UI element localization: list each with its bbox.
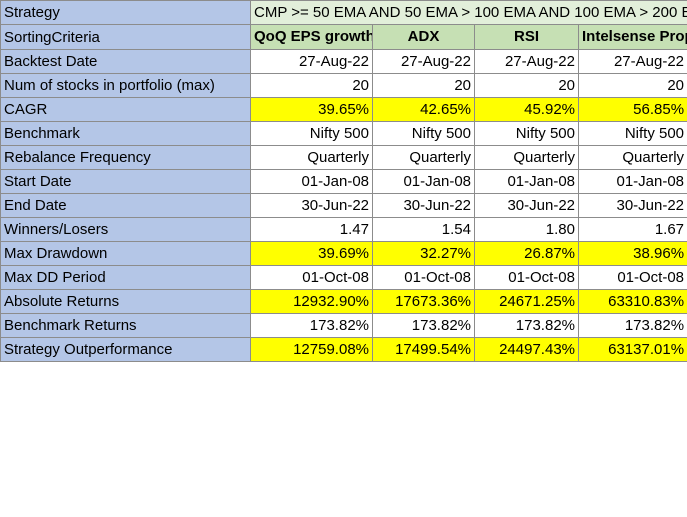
cell-max-dd-period-intelsense[interactable]: 01-Oct-08 [577, 265, 687, 290]
strategy-label-cell[interactable]: Strategy [0, 0, 251, 25]
criteria-intelsense-cell[interactable]: Intelsense Proprietary Parameter [577, 24, 687, 50]
metric-row-benchmark: Benchmark Nifty 500 Nifty 500 Nifty 500 Nift… [0, 121, 687, 146]
cell-cagr-intelsense[interactable]: 56.85% [577, 97, 687, 122]
metric-row-cagr: CAGR 39.65% 42.65% 45.92% 56.85% [0, 97, 687, 122]
cell-start-date-qoq-eps-growth[interactable]: 01-Jan-08 [250, 169, 373, 194]
cell-cagr-qoq-eps-growth[interactable]: 39.65% [250, 97, 373, 122]
cell-benchmark-returns-adx[interactable]: 173.82% [372, 313, 475, 338]
metric-row-benchmark-returns: Benchmark Returns 173.82% 173.82% 173.82% 17… [0, 313, 687, 338]
cell-winners-losers-rsi[interactable]: 1.80 [474, 217, 579, 242]
cell-max-drawdown-intelsense[interactable]: 38.96% [577, 241, 687, 266]
cell-benchmark-intelsense[interactable]: Nifty 500 [577, 121, 687, 146]
cell-absolute-returns-intelsense[interactable]: 63310.83% [577, 289, 687, 314]
cell-num-of-stocks-in-portfolio-max-rsi[interactable]: 20 [474, 73, 579, 98]
metric-row-start-date: Start Date 01-Jan-08 01-Jan-08 01-Jan-08 01-… [0, 169, 687, 194]
row-label-absolute-returns[interactable]: Absolute Returns [0, 289, 251, 314]
metric-row-rebalance-frequency: Rebalance Frequency Quarterly Quarterly Qua… [0, 145, 687, 170]
cell-winners-losers-qoq-eps-growth[interactable]: 1.47 [250, 217, 373, 242]
criteria-rsi-cell[interactable]: RSI [474, 24, 579, 50]
cell-rebalance-frequency-adx[interactable]: Quarterly [372, 145, 475, 170]
cell-rebalance-frequency-qoq-eps-growth[interactable]: Quarterly [250, 145, 373, 170]
cell-benchmark-qoq-eps-growth[interactable]: Nifty 500 [250, 121, 373, 146]
strategy-row: Strategy CMP >= 50 EMA AND 50 EMA > 100 … [0, 0, 687, 25]
cell-num-of-stocks-in-portfolio-max-adx[interactable]: 20 [372, 73, 475, 98]
cell-max-dd-period-rsi[interactable]: 01-Oct-08 [474, 265, 579, 290]
cell-start-date-rsi[interactable]: 01-Jan-08 [474, 169, 579, 194]
metric-row-max-dd-period: Max DD Period 01-Oct-08 01-Oct-08 01-Oct-08… [0, 265, 687, 290]
cell-backtest-date-rsi[interactable]: 27-Aug-22 [474, 49, 579, 74]
cell-strategy-outperformance-intelsense[interactable]: 63137.01% [577, 337, 687, 362]
cell-benchmark-rsi[interactable]: Nifty 500 [474, 121, 579, 146]
cell-max-dd-period-adx[interactable]: 01-Oct-08 [372, 265, 475, 290]
metric-row-strategy-outperformance: Strategy Outperformance 12759.08% 17499.54… [0, 337, 687, 362]
metric-row-backtest-date: Backtest Date 27-Aug-22 27-Aug-22 27-Aug-22… [0, 49, 687, 74]
cell-end-date-adx[interactable]: 30-Jun-22 [372, 193, 475, 218]
row-label-benchmark[interactable]: Benchmark [0, 121, 251, 146]
cell-benchmark-returns-qoq-eps-growth[interactable]: 173.82% [250, 313, 373, 338]
cell-backtest-date-qoq-eps-growth[interactable]: 27-Aug-22 [250, 49, 373, 74]
cell-strategy-outperformance-adx[interactable]: 17499.54% [372, 337, 475, 362]
strategy-value-cell[interactable]: CMP >= 50 EMA AND 50 EMA > 100 EMA AND 1… [249, 0, 687, 25]
cell-backtest-date-intelsense[interactable]: 27-Aug-22 [577, 49, 687, 74]
criteria-qoq-eps-growth-cell[interactable]: QoQ EPS growth [250, 24, 373, 50]
cell-max-drawdown-rsi[interactable]: 26.87% [474, 241, 579, 266]
cell-max-drawdown-adx[interactable]: 32.27% [372, 241, 475, 266]
row-label-num-of-stocks-in-portfolio-max[interactable]: Num of stocks in portfolio (max) [0, 73, 251, 98]
cell-benchmark-returns-rsi[interactable]: 173.82% [474, 313, 579, 338]
row-label-max-drawdown[interactable]: Max Drawdown [0, 241, 251, 266]
cell-benchmark-returns-intelsense[interactable]: 173.82% [577, 313, 687, 338]
cell-absolute-returns-adx[interactable]: 17673.36% [372, 289, 475, 314]
cell-backtest-date-adx[interactable]: 27-Aug-22 [372, 49, 475, 74]
cell-rebalance-frequency-intelsense[interactable]: Quarterly [577, 145, 687, 170]
cell-strategy-outperformance-rsi[interactable]: 24497.43% [474, 337, 579, 362]
row-label-winners-losers[interactable]: Winners/Losers [0, 217, 251, 242]
criteria-adx-cell[interactable]: ADX [372, 24, 475, 50]
sorting-criteria-label-cell[interactable]: SortingCriteria [0, 24, 251, 50]
strategy-backtest-table: Strategy CMP >= 50 EMA AND 50 EMA > 100 … [0, 0, 687, 362]
table-body: Strategy CMP >= 50 EMA AND 50 EMA > 100 … [0, 0, 687, 362]
metric-row-absolute-returns: Absolute Returns 12932.90% 17673.36% 24671.… [0, 289, 687, 314]
cell-start-date-adx[interactable]: 01-Jan-08 [372, 169, 475, 194]
cell-strategy-outperformance-qoq-eps-growth[interactable]: 12759.08% [250, 337, 373, 362]
metric-row-max-drawdown: Max Drawdown 39.69% 32.27% 26.87% 38.96% [0, 241, 687, 266]
row-label-cagr[interactable]: CAGR [0, 97, 251, 122]
row-label-backtest-date[interactable]: Backtest Date [0, 49, 251, 74]
metric-row-winners-losers: Winners/Losers 1.47 1.54 1.80 1.67 [0, 217, 687, 242]
metric-row-end-date: End Date 30-Jun-22 30-Jun-22 30-Jun-22 30-Ju… [0, 193, 687, 218]
cell-num-of-stocks-in-portfolio-max-intelsense[interactable]: 20 [577, 73, 687, 98]
cell-absolute-returns-rsi[interactable]: 24671.25% [474, 289, 579, 314]
cell-benchmark-adx[interactable]: Nifty 500 [372, 121, 475, 146]
cell-max-dd-period-qoq-eps-growth[interactable]: 01-Oct-08 [250, 265, 373, 290]
row-label-rebalance-frequency[interactable]: Rebalance Frequency [0, 145, 251, 170]
cell-end-date-rsi[interactable]: 30-Jun-22 [474, 193, 579, 218]
metric-row-num-of-stocks-in-portfolio-max: Num of stocks in portfolio (max) 20 20 20 20 [0, 73, 687, 98]
row-label-max-dd-period[interactable]: Max DD Period [0, 265, 251, 290]
cell-rebalance-frequency-rsi[interactable]: Quarterly [474, 145, 579, 170]
row-label-strategy-outperformance[interactable]: Strategy Outperformance [0, 337, 251, 362]
cell-winners-losers-intelsense[interactable]: 1.67 [577, 217, 687, 242]
cell-end-date-intelsense[interactable]: 30-Jun-22 [577, 193, 687, 218]
cell-start-date-intelsense[interactable]: 01-Jan-08 [577, 169, 687, 194]
row-label-benchmark-returns[interactable]: Benchmark Returns [0, 313, 251, 338]
sorting-criteria-row: SortingCriteria QoQ EPS growth ADX RSI I… [0, 24, 687, 50]
row-label-end-date[interactable]: End Date [0, 193, 251, 218]
cell-num-of-stocks-in-portfolio-max-qoq-eps-growth[interactable]: 20 [250, 73, 373, 98]
cell-cagr-adx[interactable]: 42.65% [372, 97, 475, 122]
row-label-start-date[interactable]: Start Date [0, 169, 251, 194]
cell-winners-losers-adx[interactable]: 1.54 [372, 217, 475, 242]
cell-max-drawdown-qoq-eps-growth[interactable]: 39.69% [250, 241, 373, 266]
cell-end-date-qoq-eps-growth[interactable]: 30-Jun-22 [250, 193, 373, 218]
cell-absolute-returns-qoq-eps-growth[interactable]: 12932.90% [250, 289, 373, 314]
cell-cagr-rsi[interactable]: 45.92% [474, 97, 579, 122]
